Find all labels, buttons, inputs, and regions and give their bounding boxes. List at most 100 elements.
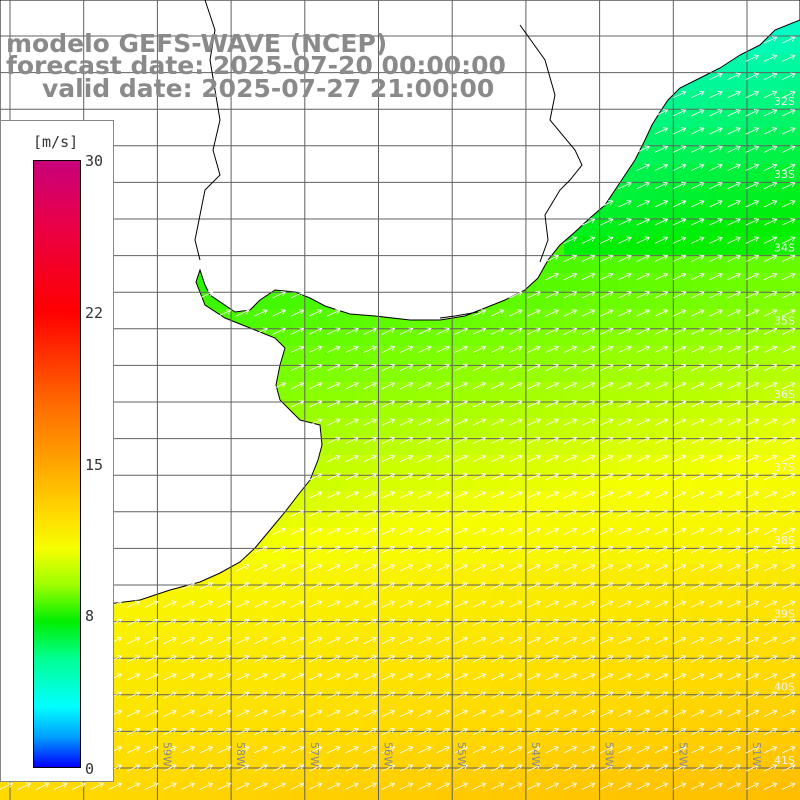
wind-arrow	[782, 382, 796, 390]
wind-arrow	[672, 181, 687, 190]
wind-arrow	[345, 764, 359, 772]
wind-cell	[546, 473, 565, 492]
wind-arrow	[126, 764, 141, 772]
colorbar-unit: [m/s]	[33, 133, 79, 151]
wind-arrow	[181, 655, 196, 663]
wind-cell	[709, 200, 729, 219]
wind-arrow	[418, 636, 432, 645]
wind-cell	[527, 527, 547, 547]
wind-arrow	[490, 764, 505, 772]
wind-arrow	[563, 436, 578, 444]
wind-arrow	[581, 673, 596, 681]
wind-cell	[582, 327, 602, 347]
wind-cell	[655, 455, 674, 474]
wind-cell	[673, 291, 693, 310]
wind-arrow	[545, 473, 560, 481]
wind-cell	[746, 600, 765, 620]
wind-cell	[364, 637, 383, 656]
wind-arrow	[363, 691, 378, 699]
wind-cell	[273, 527, 292, 547]
wind-cell	[746, 637, 765, 656]
wind-arrow	[290, 363, 305, 372]
wind-arrow	[600, 782, 614, 790]
wind-arrow	[527, 582, 541, 590]
wind-arrow	[217, 600, 232, 608]
wind-cell	[746, 236, 765, 256]
wind-arrow	[763, 200, 778, 208]
wind-cell	[600, 364, 620, 383]
wind-arrow	[418, 491, 432, 499]
lon-label: 59W	[160, 742, 173, 767]
wind-arrow	[709, 764, 723, 772]
wind-arrow	[436, 709, 450, 717]
wind-arrow	[327, 582, 341, 590]
wind-arrow	[782, 200, 796, 208]
wind-cell	[618, 709, 638, 729]
wind-arrow	[727, 709, 742, 717]
colorbar-tick-30: 30	[85, 152, 104, 170]
wind-arrow	[763, 109, 778, 117]
wind-cell	[618, 291, 638, 310]
wind-cell	[764, 491, 784, 511]
wind-cell	[345, 527, 365, 547]
wind-arrow	[527, 727, 541, 736]
wind-cell	[254, 309, 274, 329]
wind-cell	[746, 509, 765, 529]
wind-cell	[618, 527, 638, 547]
wind-arrow	[308, 473, 323, 481]
wind-arrow	[600, 691, 614, 699]
wind-arrow	[327, 345, 341, 353]
wind-arrow	[654, 582, 669, 590]
wind-arrow	[272, 655, 287, 663]
wind-arrow	[581, 327, 596, 335]
wind-cell	[182, 746, 201, 765]
wind-arrow	[454, 382, 469, 390]
wind-cell	[127, 637, 147, 656]
wind-cell	[728, 200, 747, 219]
wind-arrow	[381, 782, 396, 790]
wind-arrow	[418, 418, 432, 426]
wind-arrow	[709, 491, 723, 499]
wind-arrow	[654, 709, 669, 717]
wind-cell	[709, 327, 729, 347]
wind-cell	[436, 491, 456, 511]
wind-arrow	[654, 527, 669, 535]
wind-cell	[546, 273, 565, 292]
wind-cell	[455, 673, 474, 693]
wind-cell	[582, 728, 602, 747]
wind-arrow	[745, 145, 760, 153]
wind-arrow	[727, 109, 742, 117]
wind-arrow	[509, 564, 523, 572]
wind-cell	[728, 127, 747, 147]
wind-cell	[527, 764, 547, 784]
wind-arrow	[308, 418, 323, 426]
wind-arrow	[727, 564, 742, 572]
wind-arrow	[327, 418, 341, 426]
wind-cell	[491, 473, 511, 492]
wind-arrow	[345, 673, 359, 681]
wind-arrow	[272, 291, 287, 299]
wind-arrow	[418, 764, 432, 772]
wind-arrow	[418, 655, 432, 663]
wind-arrow	[745, 527, 760, 535]
wind-cell	[327, 345, 347, 365]
wind-arrow	[709, 436, 723, 444]
wind-cell	[400, 709, 420, 729]
wind-cell	[291, 673, 310, 693]
wind-arrow	[672, 564, 687, 572]
wind-arrow	[618, 673, 632, 681]
wind-arrow	[436, 473, 450, 481]
wind-arrow	[709, 636, 723, 645]
wind-arrow	[581, 491, 596, 499]
wind-arrow	[199, 727, 214, 736]
wind-cell	[364, 345, 383, 365]
wind-cell	[309, 364, 329, 383]
wind-cell	[382, 455, 401, 474]
wind-cell	[673, 509, 693, 529]
wind-cell	[455, 764, 474, 784]
wind-cell	[418, 509, 438, 529]
wind-arrow	[454, 545, 469, 554]
wind-arrow	[782, 327, 796, 335]
wind-cell	[600, 600, 620, 620]
lon-label: 51W	[750, 742, 763, 767]
